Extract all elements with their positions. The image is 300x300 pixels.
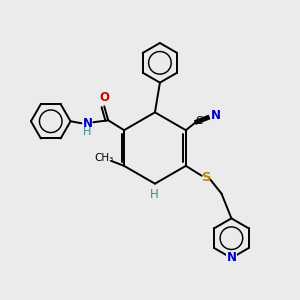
Text: H: H [150,188,158,201]
Text: C: C [195,116,202,126]
Text: N: N [82,117,92,130]
Text: O: O [99,91,109,104]
Text: N: N [226,251,236,265]
Text: N: N [211,109,220,122]
Text: CH₃: CH₃ [94,153,114,163]
Text: H: H [83,127,92,137]
Text: S: S [202,171,211,184]
